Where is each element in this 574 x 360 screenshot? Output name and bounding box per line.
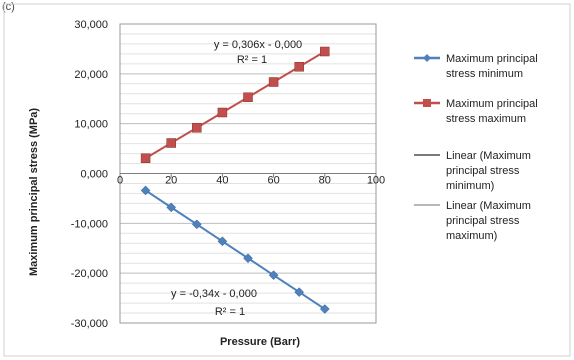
legend-label: Maximum principal — [446, 98, 538, 110]
r2-min: R² = 1 — [215, 306, 245, 318]
data-point-min — [243, 253, 253, 264]
legend-label: stress maximum — [446, 113, 526, 125]
x-tick-label: 80 — [319, 175, 331, 187]
y-tick-label: -20,000 — [71, 268, 108, 280]
series-line-0 — [145, 189, 326, 310]
y-tick-label: 20,000 — [74, 69, 108, 81]
x-tick-label: 0 — [117, 175, 123, 187]
data-point-max — [140, 153, 151, 164]
legend-label: stress minimum — [446, 68, 523, 80]
legend-label: maximum) — [446, 230, 497, 242]
y-tick-label: 0,000 — [80, 169, 108, 181]
y-axis-title: Maximum principal stress (MPa) — [28, 108, 40, 276]
data-point-min — [319, 304, 330, 314]
y-tick-label: -30,000 — [71, 318, 108, 330]
data-point-min — [140, 185, 151, 196]
data-point-max — [268, 77, 279, 87]
x-tick-label: 100 — [367, 175, 385, 187]
plot-layer: 0 20 40 60 80 100 -30,000 -20,000 -10,000 0,000 10… — [71, 19, 385, 330]
equation-min: y = -0,34x - 0,000 — [171, 288, 257, 300]
data-point-max — [243, 92, 253, 103]
data-point-max — [294, 62, 304, 72]
data-point-min — [294, 287, 305, 297]
data-point-min — [166, 202, 177, 213]
data-point-max — [192, 123, 202, 133]
legend-label: Linear (Maximum — [446, 200, 531, 212]
legend-label: Linear (Maximum — [446, 150, 531, 162]
x-tick-label: 20 — [165, 175, 177, 187]
data-point-min — [268, 270, 279, 281]
legend-label: minimum) — [446, 180, 494, 192]
legend-label: Maximum principal — [446, 53, 538, 65]
data-point-max — [320, 46, 330, 57]
chart-area-border — [3, 3, 571, 357]
legend-label: principal stress — [446, 215, 520, 227]
data-point-max — [166, 138, 176, 148]
x-tick-label: 40 — [216, 175, 228, 187]
data-point-min — [217, 236, 228, 247]
legend: Maximum principal stress minimum Maximum p… — [414, 53, 538, 242]
legend-marker — [423, 54, 431, 62]
legend-label: principal stress — [446, 165, 520, 177]
y-tick-label: 30,000 — [74, 19, 108, 31]
x-axis-title: Pressure (Barr) — [220, 336, 300, 348]
data-point-min — [191, 219, 202, 230]
data-point-max — [217, 107, 228, 118]
y-tick-label: -10,000 — [71, 218, 108, 230]
legend-marker — [423, 99, 431, 107]
y-tick-label: 10,000 — [74, 119, 108, 131]
r2-max: R² = 1 — [237, 54, 267, 66]
x-tick-label: 60 — [267, 175, 279, 187]
equation-max: y = 0,306x - 0,000 — [214, 39, 302, 51]
